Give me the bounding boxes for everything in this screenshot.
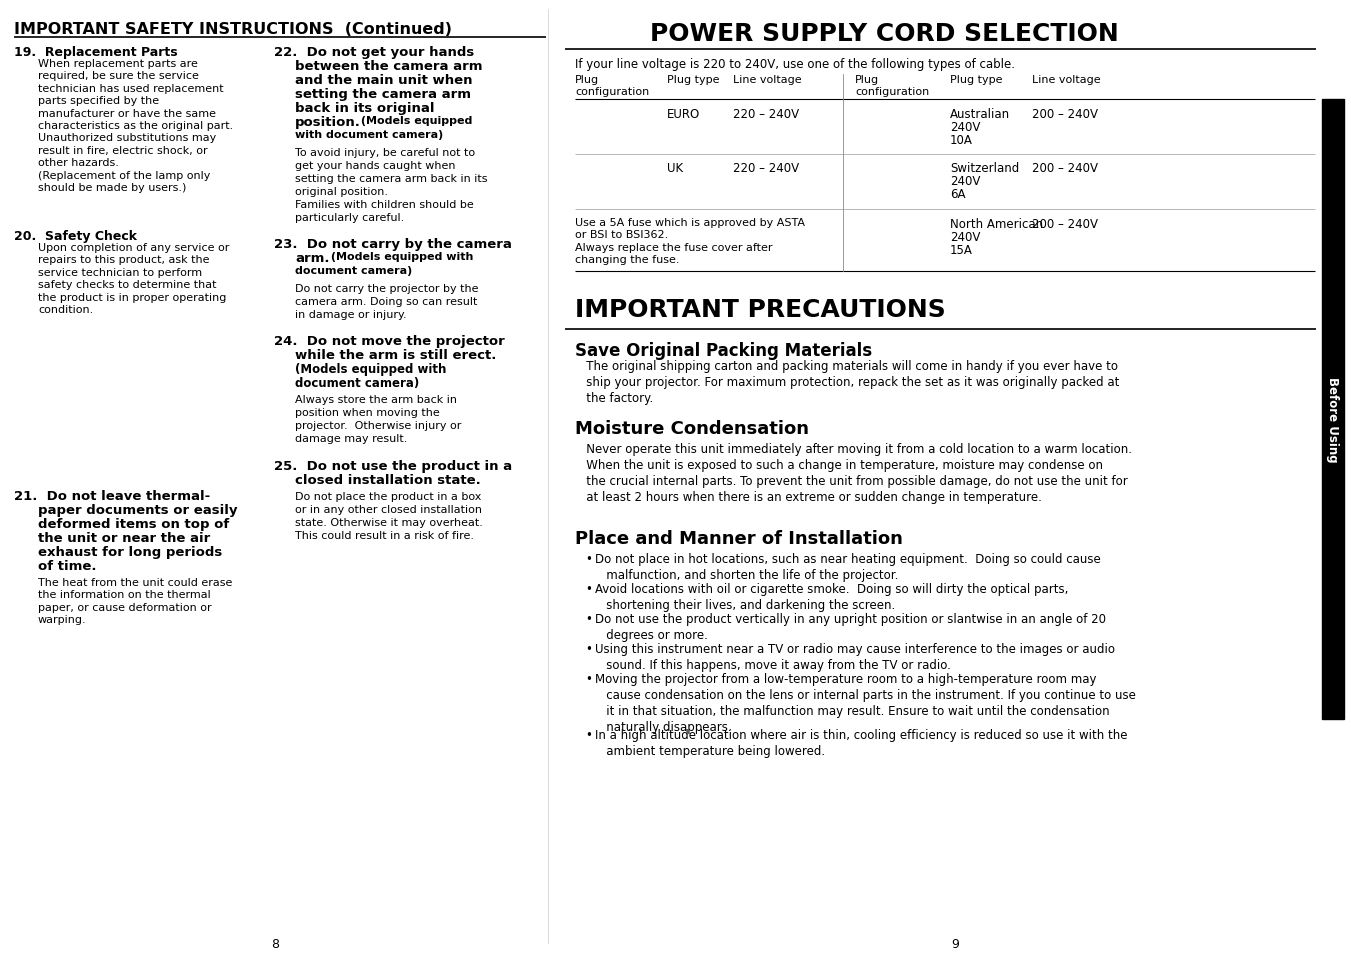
Text: •: • bbox=[585, 642, 592, 656]
Text: 220 – 240V: 220 – 240V bbox=[734, 162, 800, 174]
Text: Do not use the product vertically in any upright position or slantwise in an ang: Do not use the product vertically in any… bbox=[594, 613, 1106, 641]
Text: 220 – 240V: 220 – 240V bbox=[734, 108, 800, 121]
Text: EURO: EURO bbox=[667, 108, 700, 121]
Text: setting the camera arm back in its: setting the camera arm back in its bbox=[295, 173, 488, 184]
Bar bbox=[1323, 100, 1344, 720]
Text: in damage or injury.: in damage or injury. bbox=[295, 310, 407, 319]
Text: 240V: 240V bbox=[950, 231, 981, 244]
Text: position when moving the: position when moving the bbox=[295, 408, 439, 417]
Text: 20.  Safety Check: 20. Safety Check bbox=[14, 230, 136, 243]
Text: •: • bbox=[585, 728, 592, 741]
Text: Australian: Australian bbox=[950, 108, 1011, 121]
Text: Place and Manner of Installation: Place and Manner of Installation bbox=[576, 530, 902, 547]
Text: closed installation state.: closed installation state. bbox=[295, 474, 481, 486]
Text: Line voltage: Line voltage bbox=[734, 75, 801, 85]
Text: Plug type: Plug type bbox=[950, 75, 1002, 85]
Text: Avoid locations with oil or cigarette smoke.  Doing so will dirty the optical pa: Avoid locations with oil or cigarette sm… bbox=[594, 582, 1069, 612]
Text: exhaust for long periods: exhaust for long periods bbox=[38, 545, 223, 558]
Text: North American: North American bbox=[950, 218, 1043, 231]
Text: or in any other closed installation: or in any other closed installation bbox=[295, 504, 482, 515]
Text: camera arm. Doing so can result: camera arm. Doing so can result bbox=[295, 296, 477, 307]
Text: while the arm is still erect.: while the arm is still erect. bbox=[295, 349, 496, 361]
Text: 21.  Do not leave thermal-: 21. Do not leave thermal- bbox=[14, 490, 211, 502]
Text: Moisture Condensation: Moisture Condensation bbox=[576, 419, 809, 437]
Text: (Models equipped: (Models equipped bbox=[357, 116, 473, 126]
Text: Families with children should be: Families with children should be bbox=[295, 200, 474, 210]
Text: damage may result.: damage may result. bbox=[295, 434, 408, 443]
Text: •: • bbox=[585, 553, 592, 565]
Text: position.: position. bbox=[295, 116, 361, 129]
Text: document camera): document camera) bbox=[295, 266, 412, 275]
Text: get your hands caught when: get your hands caught when bbox=[295, 161, 455, 171]
Text: 200 – 240V: 200 – 240V bbox=[1032, 162, 1098, 174]
Text: Using this instrument near a TV or radio may cause interference to the images or: Using this instrument near a TV or radio… bbox=[594, 642, 1115, 671]
Text: POWER SUPPLY CORD SELECTION: POWER SUPPLY CORD SELECTION bbox=[650, 22, 1119, 46]
Text: Moving the projector from a low-temperature room to a high-temperature room may
: Moving the projector from a low-temperat… bbox=[594, 672, 1136, 733]
Text: the unit or near the air: the unit or near the air bbox=[38, 532, 211, 544]
Text: Never operate this unit immediately after moving it from a cold location to a wa: Never operate this unit immediately afte… bbox=[576, 442, 1132, 503]
Text: setting the camera arm: setting the camera arm bbox=[295, 88, 471, 101]
Text: 24.  Do not move the projector: 24. Do not move the projector bbox=[274, 335, 505, 348]
Text: deformed items on top of: deformed items on top of bbox=[38, 517, 230, 531]
Text: between the camera arm: between the camera arm bbox=[295, 60, 482, 73]
Text: Line voltage: Line voltage bbox=[1032, 75, 1101, 85]
Text: UK: UK bbox=[667, 162, 684, 174]
Text: 200 – 240V: 200 – 240V bbox=[1032, 108, 1098, 121]
Text: arm.: arm. bbox=[295, 252, 330, 265]
Text: The heat from the unit could erase
the information on the thermal
paper, or caus: The heat from the unit could erase the i… bbox=[38, 578, 232, 624]
Text: particularly careful.: particularly careful. bbox=[295, 213, 404, 223]
Text: document camera): document camera) bbox=[295, 376, 419, 390]
Text: Plug
configuration: Plug configuration bbox=[855, 75, 929, 97]
Text: 15A: 15A bbox=[950, 244, 973, 256]
Text: Use a 5A fuse which is approved by ASTA
or BSI to BSI362.
Always replace the fus: Use a 5A fuse which is approved by ASTA … bbox=[576, 218, 805, 265]
Text: Do not place the product in a box: Do not place the product in a box bbox=[295, 492, 481, 501]
Text: Plug type: Plug type bbox=[667, 75, 720, 85]
Text: state. Otherwise it may overheat.: state. Otherwise it may overheat. bbox=[295, 517, 482, 527]
Text: In a high altitude location where air is thin, cooling efficiency is reduced so : In a high altitude location where air is… bbox=[594, 728, 1128, 758]
Text: 6A: 6A bbox=[950, 188, 966, 201]
Text: (Models equipped with: (Models equipped with bbox=[295, 363, 446, 375]
Text: back in its original: back in its original bbox=[295, 102, 435, 115]
Text: Plug
configuration: Plug configuration bbox=[576, 75, 650, 97]
Text: When replacement parts are
required, be sure the service
technician has used rep: When replacement parts are required, be … bbox=[38, 59, 234, 193]
Text: projector.  Otherwise injury or: projector. Otherwise injury or bbox=[295, 420, 462, 431]
Text: with document camera): with document camera) bbox=[295, 130, 443, 140]
Text: 25.  Do not use the product in a: 25. Do not use the product in a bbox=[274, 459, 512, 473]
Text: original position.: original position. bbox=[295, 187, 388, 196]
Text: Do not carry the projector by the: Do not carry the projector by the bbox=[295, 284, 478, 294]
Text: 23.  Do not carry by the camera: 23. Do not carry by the camera bbox=[274, 237, 512, 251]
Text: •: • bbox=[585, 613, 592, 625]
Text: paper documents or easily: paper documents or easily bbox=[38, 503, 238, 517]
Text: 240V: 240V bbox=[950, 121, 981, 133]
Text: If your line voltage is 220 to 240V, use one of the following types of cable.: If your line voltage is 220 to 240V, use… bbox=[576, 58, 1015, 71]
Text: and the main unit when: and the main unit when bbox=[295, 74, 473, 87]
Text: IMPORTANT PRECAUTIONS: IMPORTANT PRECAUTIONS bbox=[576, 297, 946, 322]
Text: 9: 9 bbox=[951, 937, 959, 950]
Text: To avoid injury, be careful not to: To avoid injury, be careful not to bbox=[295, 148, 476, 158]
Text: The original shipping carton and packing materials will come in handy if you eve: The original shipping carton and packing… bbox=[576, 359, 1120, 405]
Text: 200 – 240V: 200 – 240V bbox=[1032, 218, 1098, 231]
Text: Always store the arm back in: Always store the arm back in bbox=[295, 395, 457, 405]
Text: IMPORTANT SAFETY INSTRUCTIONS  (Continued): IMPORTANT SAFETY INSTRUCTIONS (Continued… bbox=[14, 22, 453, 37]
Text: 19.  Replacement Parts: 19. Replacement Parts bbox=[14, 46, 177, 59]
Text: •: • bbox=[585, 672, 592, 685]
Text: Save Original Packing Materials: Save Original Packing Materials bbox=[576, 341, 873, 359]
Text: Upon completion of any service or
repairs to this product, ask the
service techn: Upon completion of any service or repair… bbox=[38, 243, 230, 314]
Text: Do not place in hot locations, such as near heating equipment.  Doing so could c: Do not place in hot locations, such as n… bbox=[594, 553, 1101, 581]
Text: Before Using: Before Using bbox=[1327, 376, 1339, 462]
Text: (Models equipped with: (Models equipped with bbox=[327, 252, 473, 262]
Text: This could result in a risk of fire.: This could result in a risk of fire. bbox=[295, 531, 474, 540]
Text: 10A: 10A bbox=[950, 133, 973, 147]
Text: 22.  Do not get your hands: 22. Do not get your hands bbox=[274, 46, 474, 59]
Text: Switzerland: Switzerland bbox=[950, 162, 1019, 174]
Text: 8: 8 bbox=[272, 937, 280, 950]
Text: 240V: 240V bbox=[950, 174, 981, 188]
Text: of time.: of time. bbox=[38, 559, 96, 573]
Text: •: • bbox=[585, 582, 592, 596]
